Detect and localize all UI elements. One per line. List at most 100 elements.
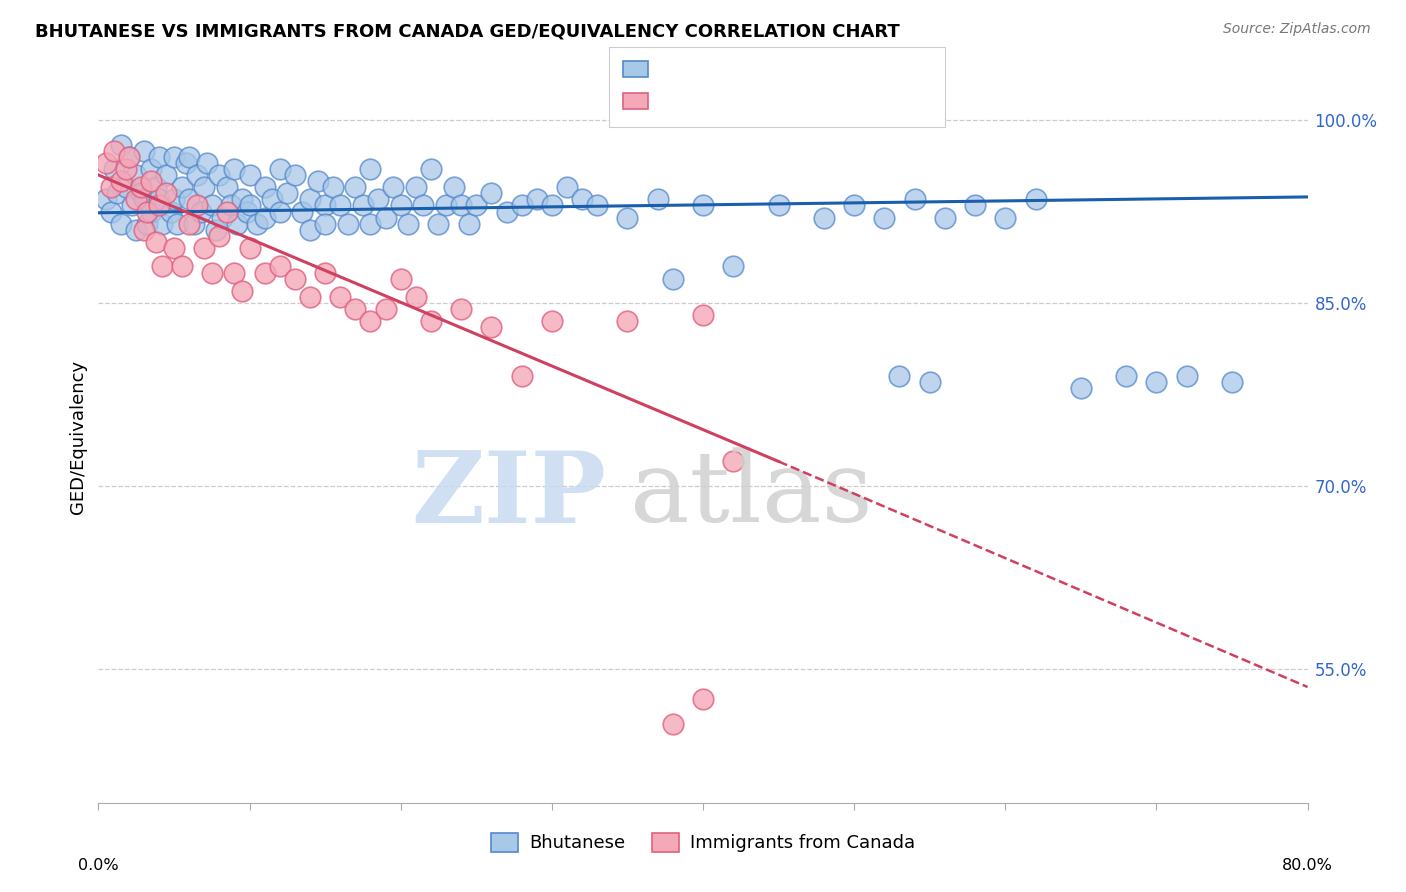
Point bbox=[215, 180, 238, 194]
Point bbox=[904, 192, 927, 206]
Point bbox=[205, 223, 228, 237]
Point bbox=[226, 217, 249, 231]
Point bbox=[481, 320, 503, 334]
Point bbox=[269, 204, 291, 219]
Point bbox=[457, 217, 479, 231]
Point bbox=[103, 144, 125, 158]
Text: 115: 115 bbox=[803, 60, 832, 78]
Point bbox=[231, 284, 253, 298]
Point bbox=[389, 271, 412, 285]
Point bbox=[934, 211, 956, 225]
Point bbox=[129, 186, 152, 201]
Point bbox=[246, 217, 269, 231]
Point bbox=[360, 314, 382, 328]
Point bbox=[965, 198, 987, 212]
Point bbox=[179, 192, 201, 206]
Point bbox=[420, 314, 443, 328]
Point bbox=[396, 217, 419, 231]
Text: 80.0%: 80.0% bbox=[1282, 857, 1333, 872]
Point bbox=[221, 198, 243, 212]
Point bbox=[179, 217, 201, 231]
Text: Source: ZipAtlas.com: Source: ZipAtlas.com bbox=[1223, 22, 1371, 37]
Point bbox=[314, 198, 336, 212]
Point bbox=[135, 217, 157, 231]
Point bbox=[322, 180, 344, 194]
Point bbox=[692, 308, 714, 322]
Point bbox=[118, 150, 141, 164]
Point bbox=[100, 180, 122, 194]
Point bbox=[360, 217, 382, 231]
Point bbox=[314, 265, 336, 279]
Point bbox=[110, 137, 132, 152]
Text: 45: 45 bbox=[814, 92, 834, 110]
Point bbox=[135, 204, 157, 219]
Point bbox=[918, 376, 941, 390]
Point bbox=[201, 265, 224, 279]
Point bbox=[148, 192, 170, 206]
Point bbox=[329, 290, 352, 304]
Text: 0.0%: 0.0% bbox=[79, 857, 118, 872]
Point bbox=[211, 211, 233, 225]
Point bbox=[382, 180, 405, 194]
Point bbox=[174, 155, 197, 169]
Point bbox=[125, 168, 148, 182]
Point bbox=[723, 260, 745, 274]
Legend: Bhutanese, Immigrants from Canada: Bhutanese, Immigrants from Canada bbox=[484, 826, 922, 860]
Point bbox=[253, 265, 276, 279]
Point bbox=[692, 198, 714, 212]
Point bbox=[150, 260, 173, 274]
Point bbox=[163, 150, 186, 164]
Point bbox=[540, 314, 562, 328]
Point bbox=[235, 204, 257, 219]
Point bbox=[148, 150, 170, 164]
Point bbox=[540, 198, 562, 212]
Point bbox=[201, 198, 224, 212]
Point bbox=[360, 161, 382, 176]
Point bbox=[163, 192, 186, 206]
Point bbox=[132, 192, 155, 206]
Point bbox=[186, 168, 208, 182]
Text: R =: R = bbox=[658, 60, 697, 78]
Point bbox=[555, 180, 578, 194]
Point bbox=[145, 235, 167, 249]
Point bbox=[224, 161, 246, 176]
Point bbox=[616, 211, 638, 225]
Point bbox=[427, 217, 450, 231]
Point bbox=[163, 241, 186, 255]
Point bbox=[647, 192, 669, 206]
Point bbox=[190, 204, 212, 219]
Point bbox=[179, 150, 201, 164]
Point bbox=[239, 198, 262, 212]
Point bbox=[443, 180, 465, 194]
Point bbox=[344, 180, 367, 194]
Point bbox=[125, 223, 148, 237]
Point bbox=[155, 168, 177, 182]
Point bbox=[170, 260, 193, 274]
Point bbox=[616, 314, 638, 328]
Point bbox=[94, 155, 117, 169]
Point bbox=[450, 301, 472, 317]
Point bbox=[344, 301, 367, 317]
Point bbox=[94, 192, 117, 206]
Point bbox=[420, 161, 443, 176]
Point bbox=[208, 168, 231, 182]
Point bbox=[284, 168, 307, 182]
Point bbox=[844, 198, 866, 212]
Text: 0.066: 0.066 bbox=[697, 60, 748, 78]
Point bbox=[352, 198, 374, 212]
Point bbox=[405, 180, 427, 194]
Point bbox=[1070, 381, 1092, 395]
Point bbox=[405, 290, 427, 304]
Point bbox=[129, 180, 152, 194]
Point bbox=[389, 198, 412, 212]
Point bbox=[495, 204, 517, 219]
Point bbox=[121, 198, 143, 212]
Point bbox=[141, 161, 163, 176]
Point bbox=[1144, 376, 1167, 390]
Point bbox=[186, 198, 208, 212]
Point bbox=[299, 290, 322, 304]
Text: atlas: atlas bbox=[630, 448, 873, 543]
Point bbox=[105, 186, 128, 201]
Point bbox=[150, 217, 173, 231]
Point bbox=[208, 228, 231, 243]
